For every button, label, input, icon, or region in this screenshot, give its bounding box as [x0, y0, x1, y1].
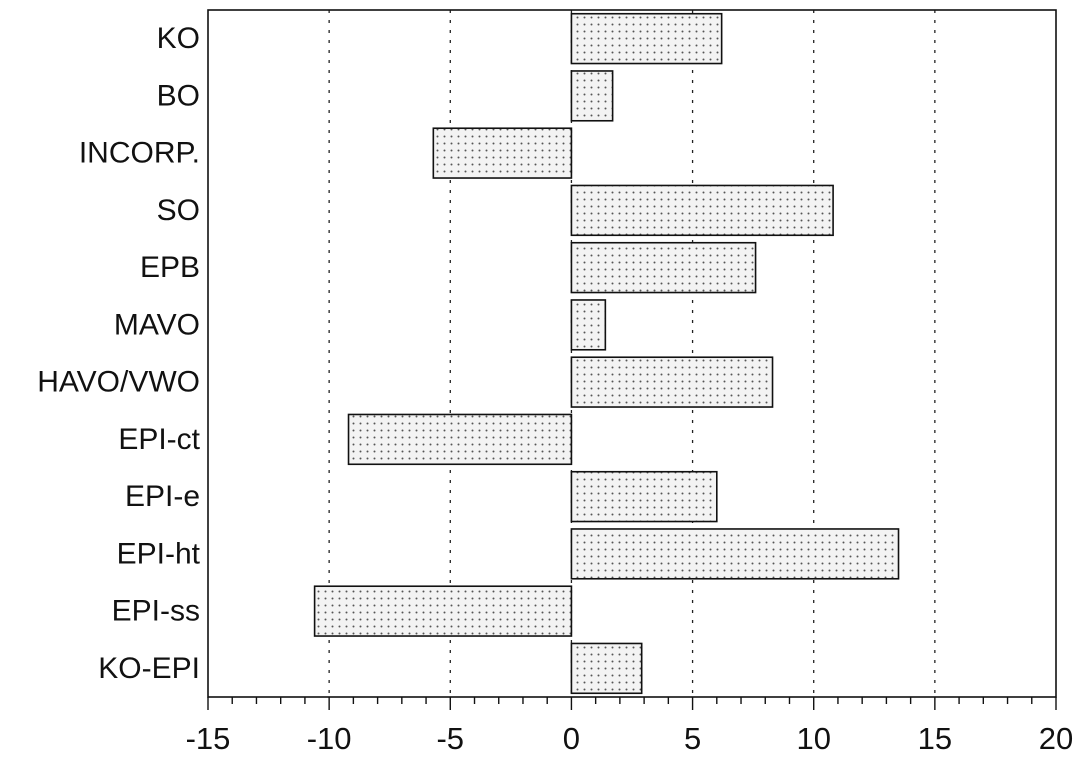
x-tick-label: 20 — [1039, 721, 1073, 756]
x-tick-label: -5 — [436, 721, 464, 756]
x-axis-tick-labels: -15 -10 -5 0 5 10 15 20 — [186, 721, 1074, 756]
bar-havo-vwo — [570, 356, 774, 408]
bar-ko — [570, 12, 723, 65]
bar-epi-ct — [347, 413, 573, 466]
category-label: EPI-e — [125, 480, 200, 513]
bar-epb — [570, 241, 757, 294]
bars — [313, 12, 900, 695]
x-tick-label: -15 — [186, 721, 231, 756]
x-tick-label: -10 — [307, 721, 352, 756]
category-label: HAVO/VWO — [37, 366, 200, 399]
category-labels: KO BO INCORP. SO EPB MAVO HAVO/VWO EPI-ct EPI-e E… — [37, 22, 200, 685]
bar-bo — [570, 70, 614, 122]
x-tick-label: 10 — [796, 721, 830, 756]
category-label: EPI-ct — [118, 423, 200, 456]
bar-epi-ht — [570, 528, 900, 580]
category-label: SO — [157, 194, 200, 227]
category-label: KO — [157, 22, 200, 55]
bar-epi-e — [570, 470, 718, 523]
bar-incorp — [432, 127, 573, 179]
category-label: EPI-ht — [117, 537, 201, 570]
bar-so — [570, 184, 834, 237]
category-label: INCORP. — [79, 137, 200, 170]
x-tick-label: 15 — [918, 721, 952, 756]
bar-epi-ss — [313, 585, 573, 637]
category-label: BO — [157, 79, 200, 112]
category-label: EPI-ss — [112, 595, 200, 628]
bar-ko-epi — [570, 642, 643, 695]
x-axis-ticks — [207, 697, 1057, 710]
bar-mavo — [570, 299, 607, 351]
plot-frame — [207, 9, 1057, 698]
x-tick-label: 0 — [563, 721, 580, 756]
category-label: KO-EPI — [98, 652, 200, 685]
x-tick-label: 5 — [684, 721, 701, 756]
category-label: EPB — [140, 251, 200, 284]
category-label: MAVO — [114, 308, 200, 341]
grid-lines — [328, 10, 936, 697]
